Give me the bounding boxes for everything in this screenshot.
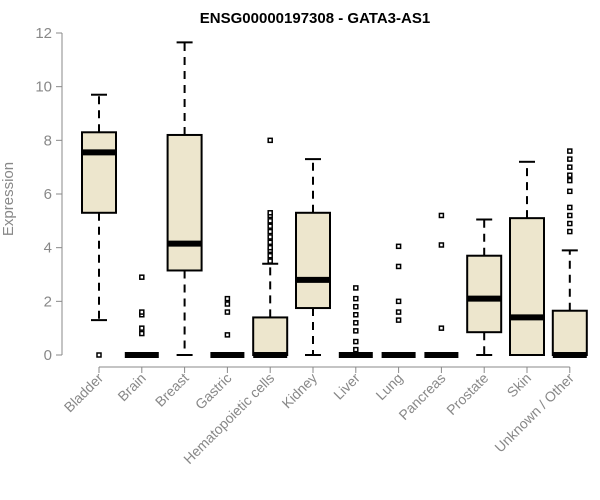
outlier-point bbox=[267, 258, 273, 264]
x-tick-label: Skin bbox=[504, 370, 535, 401]
box-body bbox=[166, 133, 203, 272]
box-body bbox=[81, 131, 117, 214]
outlier-point bbox=[353, 303, 359, 310]
chart-title: ENSG00000197308 - GATA3-AS1 bbox=[200, 10, 430, 27]
outlier-point bbox=[267, 137, 273, 144]
y-axis-label: Expression bbox=[0, 162, 17, 236]
box-group bbox=[295, 158, 331, 356]
y-tick-label: 2 bbox=[44, 293, 52, 310]
box-group bbox=[466, 218, 503, 356]
box-body bbox=[551, 309, 588, 357]
x-tick-label: Kidney bbox=[279, 370, 321, 412]
outlier-point bbox=[353, 312, 359, 318]
y-tick-label: 6 bbox=[44, 186, 52, 203]
y-tick-label: 10 bbox=[35, 79, 52, 96]
outlier-point bbox=[567, 220, 573, 227]
outlier-point bbox=[139, 325, 145, 331]
outlier-point bbox=[395, 298, 402, 305]
outlier-point bbox=[267, 234, 273, 240]
outlier-point bbox=[567, 164, 573, 170]
x-tick-label: Brain bbox=[114, 370, 148, 404]
box-group bbox=[338, 285, 373, 358]
box-body bbox=[295, 211, 331, 310]
box-group bbox=[124, 274, 159, 358]
outlier-point bbox=[395, 309, 402, 315]
y-axis: 0 2 4 6 8 10 12 bbox=[35, 25, 63, 364]
y-tick-label: 12 bbox=[35, 25, 52, 42]
box-body bbox=[466, 254, 503, 334]
box-group bbox=[166, 41, 203, 356]
box-group bbox=[509, 160, 545, 356]
plot-area bbox=[81, 41, 588, 358]
outlier-point bbox=[224, 301, 231, 307]
y-tick-label: 4 bbox=[44, 240, 52, 257]
x-tick-label: Unknown / Other bbox=[491, 370, 577, 456]
outlier-point bbox=[567, 177, 573, 184]
box-group bbox=[381, 243, 416, 358]
outlier-point bbox=[353, 328, 359, 334]
x-tick-label: Bladder bbox=[61, 370, 107, 416]
x-tick-label: Pancreas bbox=[395, 370, 448, 423]
outlier-point bbox=[267, 239, 273, 246]
outlier-point bbox=[139, 309, 145, 315]
box-body bbox=[509, 217, 545, 356]
outlier-point bbox=[395, 317, 402, 323]
box-body bbox=[252, 316, 289, 356]
outlier-point bbox=[139, 274, 145, 280]
outlier-point bbox=[267, 223, 273, 229]
x-tick-label: Liver bbox=[330, 370, 363, 403]
x-tick-label: Prostate bbox=[443, 370, 491, 418]
outlier-point bbox=[567, 172, 573, 178]
x-tick-label: Lung bbox=[372, 370, 405, 403]
outlier-point bbox=[567, 188, 573, 195]
outlier-point bbox=[353, 295, 359, 302]
box-group bbox=[81, 93, 117, 358]
outlier-point bbox=[567, 148, 573, 154]
outlier-point bbox=[567, 156, 573, 162]
y-tick-label: 0 bbox=[44, 347, 52, 364]
outlier-point bbox=[267, 252, 273, 259]
outlier-point bbox=[353, 338, 359, 345]
outlier-point bbox=[224, 295, 231, 302]
outlier-point bbox=[267, 228, 273, 235]
outlier-point bbox=[267, 218, 273, 224]
outlier-point bbox=[353, 346, 359, 353]
y-tick-label: 8 bbox=[44, 132, 52, 149]
outlier-point bbox=[139, 330, 145, 337]
outlier-point bbox=[267, 210, 273, 216]
outlier-point bbox=[353, 320, 359, 326]
box-group bbox=[210, 295, 245, 358]
x-tick-label: Breast bbox=[152, 370, 192, 410]
outlier-point bbox=[567, 228, 573, 235]
outlier-point bbox=[567, 212, 573, 219]
outlier-point bbox=[438, 212, 445, 219]
outlier-point bbox=[438, 242, 445, 248]
box-group bbox=[551, 148, 588, 358]
outlier-point bbox=[224, 332, 231, 338]
outlier-point bbox=[224, 309, 231, 315]
outlier-point bbox=[438, 325, 445, 331]
outlier-point bbox=[267, 244, 273, 251]
outlier-point bbox=[395, 263, 402, 270]
box-group bbox=[424, 212, 459, 358]
outlier-point bbox=[567, 204, 573, 211]
x-tick-label: Gastric bbox=[192, 370, 235, 413]
box-group bbox=[252, 137, 289, 358]
outlier-point bbox=[353, 285, 359, 291]
outlier-point bbox=[96, 352, 102, 358]
outlier-point bbox=[395, 243, 402, 250]
